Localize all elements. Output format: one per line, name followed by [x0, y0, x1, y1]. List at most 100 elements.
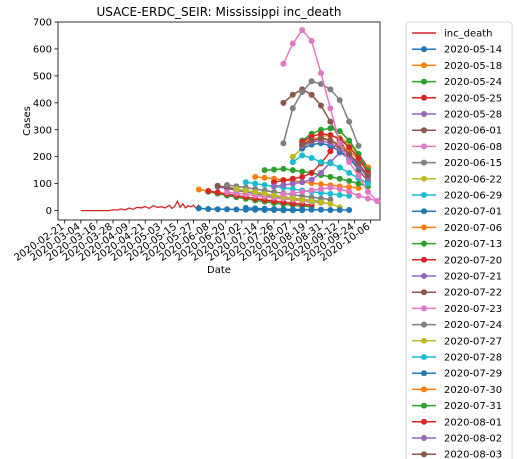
series-point: [252, 189, 259, 196]
legend-swatch-marker: [421, 78, 427, 85]
series-point: [280, 181, 287, 188]
legend-swatch-marker: [421, 451, 427, 458]
series-point: [327, 125, 334, 132]
series-point: [299, 89, 306, 96]
series-point: [346, 159, 353, 166]
series-point: [308, 187, 315, 194]
y-tick-label: 500: [33, 71, 52, 82]
legend-label: 2020-05-28: [444, 110, 502, 121]
series-point: [327, 148, 334, 155]
series-point: [346, 151, 353, 157]
series-point: [280, 140, 287, 147]
observed-line: [80, 199, 200, 212]
y-tick-label: 100: [33, 179, 52, 190]
series-point: [364, 195, 371, 202]
legend-entry: 2020-07-31: [412, 401, 502, 412]
series-point: [346, 144, 353, 151]
legend-entry: 2020-06-22: [412, 174, 502, 185]
legend-entry: 2020-07-22: [412, 288, 502, 299]
series-point: [205, 205, 212, 212]
series-point: [308, 78, 315, 85]
legend-entry: 2020-07-20: [412, 255, 502, 266]
legend-swatch-marker: [421, 143, 427, 150]
legend-label: 2020-08-03: [444, 450, 502, 459]
legend-swatch-marker: [421, 208, 427, 215]
legend-swatch-marker: [421, 273, 427, 279]
legend-label: 2020-07-06: [444, 223, 502, 234]
legend-entry: 2020-05-25: [412, 93, 502, 104]
series-point: [346, 177, 353, 184]
series-point: [308, 176, 315, 183]
legend-label: 2020-06-15: [444, 158, 502, 169]
series-point: [317, 181, 324, 188]
series-point: [336, 207, 343, 214]
legend-label: 2020-08-02: [444, 434, 502, 445]
legend-swatch-marker: [421, 321, 427, 328]
series-point: [327, 137, 334, 144]
series-point: [308, 137, 315, 144]
legend-swatch-marker: [421, 175, 427, 182]
series-point: [327, 184, 334, 191]
legend-label: 2020-08-01: [444, 417, 502, 428]
series-point: [346, 184, 353, 191]
series-point: [280, 177, 287, 184]
legend-label: 2020-05-25: [444, 93, 502, 104]
series-point: [214, 206, 221, 213]
plot-area: 0 100 200 300 400 500 600 700 2020-02-212020-03…: [13, 18, 381, 264]
legend-swatch-marker: [421, 256, 427, 263]
legend-entry: 2020-07-29: [412, 369, 502, 380]
series-point: [308, 37, 315, 44]
legend-entry: 2020-06-15: [412, 158, 502, 169]
legend-swatch-marker: [421, 94, 427, 101]
series-point: [327, 200, 334, 207]
series-point: [233, 206, 240, 213]
series-point: [299, 206, 306, 213]
axes-frame: [57, 21, 381, 221]
legend-label: 2020-07-20: [444, 255, 502, 266]
legend-entry: 2020-05-24: [412, 77, 502, 88]
legend-swatch-marker: [421, 159, 427, 166]
legend-label: 2020-07-23: [444, 304, 502, 315]
legend-label: 2020-07-21: [444, 272, 502, 283]
x-axis-ticks: 2020-02-212020-03-042020-03-162020-03-28…: [13, 220, 372, 264]
legend-entry: 2020-07-01: [412, 207, 502, 218]
series-point: [336, 128, 343, 135]
legend-entry: 2020-05-18: [412, 61, 502, 72]
series-point: [299, 173, 306, 180]
series-point: [289, 180, 296, 187]
series-point: [327, 190, 334, 197]
series-point: [299, 141, 306, 148]
series-point: [327, 105, 334, 112]
series-point: [308, 155, 315, 162]
series-2020-07-06: [252, 173, 362, 191]
chart-title: USACE-ERDC_SEIR: Mississippi inc_death: [97, 5, 342, 19]
series-point: [317, 199, 324, 206]
series-point: [327, 207, 334, 214]
legend-swatch-marker: [421, 370, 427, 377]
series-point: [261, 174, 268, 181]
series-point: [233, 190, 240, 197]
legend-entry: 2020-07-06: [412, 223, 502, 234]
legend-swatch-marker: [421, 337, 427, 344]
legend-swatch-marker: [421, 240, 427, 247]
y-tick-label: 300: [33, 125, 52, 136]
series-2020-07-24: [280, 78, 362, 149]
legend-label: 2020-07-13: [444, 239, 502, 250]
series-point: [289, 190, 296, 197]
series-point: [336, 140, 343, 147]
legend-label: 2020-07-01: [444, 207, 502, 218]
series-point: [336, 97, 343, 104]
legend-swatch-marker: [421, 305, 427, 312]
series-point: [261, 181, 268, 188]
legend-entry: 2020-06-01: [412, 126, 502, 137]
series-point: [299, 196, 306, 203]
series-point: [224, 189, 231, 196]
legend-entry: 2020-07-30: [412, 385, 502, 396]
y-tick-label: 400: [33, 98, 52, 109]
legend-entry: 2020-07-28: [412, 353, 502, 364]
series-point: [261, 167, 268, 174]
series-point: [317, 135, 324, 142]
series-point: [280, 165, 287, 172]
series-point: [374, 198, 381, 205]
series-point: [317, 206, 324, 213]
